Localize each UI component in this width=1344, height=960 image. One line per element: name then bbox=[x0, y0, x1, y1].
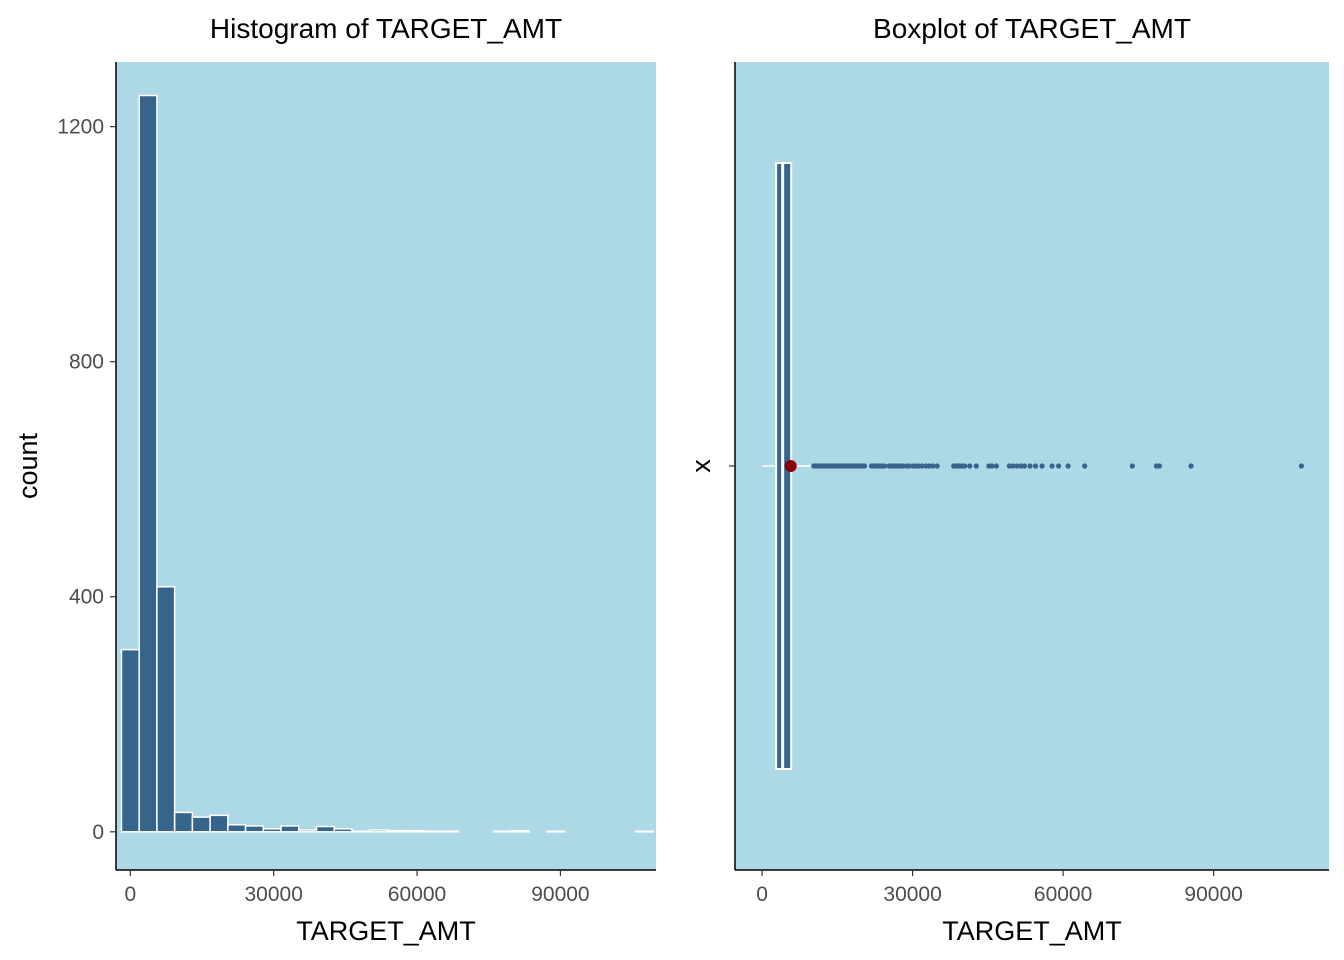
histogram-bar bbox=[120, 648, 140, 833]
boxplot-outlier-point bbox=[1039, 463, 1045, 469]
histogram-panel: Histogram of TARGET_AMT 0 400 800 1200 0 300… bbox=[13, 13, 656, 946]
histogram-x-tick-label: 30000 bbox=[244, 883, 302, 906]
histogram-bar bbox=[173, 811, 194, 833]
boxplot-mean-point bbox=[784, 460, 797, 472]
histogram-y-tick-label: 800 bbox=[69, 351, 104, 374]
boxplot-x-axis-title: TARGET_AMT bbox=[942, 916, 1122, 946]
histogram-y-ticks: 0 400 800 1200 bbox=[57, 116, 116, 844]
histogram-y-tick-label: 0 bbox=[92, 821, 104, 844]
boxplot-outlier-point bbox=[1010, 463, 1016, 469]
histogram-title: Histogram of TARGET_AMT bbox=[210, 13, 562, 44]
histogram-bar bbox=[138, 94, 158, 833]
histogram-bar bbox=[262, 828, 282, 833]
boxplot-outlier-point bbox=[934, 463, 940, 469]
histogram-x-tick-label: 60000 bbox=[388, 883, 446, 906]
histogram-bar bbox=[404, 829, 424, 833]
boxplot-x-tick-label: 0 bbox=[756, 883, 768, 906]
boxplot-outlier-point bbox=[993, 463, 999, 469]
histogram-plot-background bbox=[116, 62, 656, 870]
histogram-bar bbox=[422, 830, 442, 833]
boxplot-outlier-point bbox=[1032, 463, 1039, 469]
histogram-x-tick-label: 90000 bbox=[531, 883, 589, 906]
histogram-bar bbox=[280, 825, 300, 833]
histogram-bar bbox=[209, 814, 229, 833]
histogram-y-tick-label: 1200 bbox=[57, 116, 104, 139]
boxplot-panel: Boxplot of TARGET_AMT x 0 30000 60000 90000… bbox=[686, 13, 1329, 946]
boxplot-outlier-point bbox=[967, 463, 973, 469]
histogram-y-tick-label: 400 bbox=[69, 586, 104, 609]
histogram-bar bbox=[546, 830, 566, 833]
histogram-bar bbox=[156, 586, 176, 833]
boxplot-outlier-point bbox=[1065, 463, 1071, 469]
boxplot-outlier-point bbox=[1021, 463, 1028, 469]
boxplot-outlier-point bbox=[881, 463, 888, 469]
boxplot-outlier-point bbox=[905, 463, 912, 469]
boxplot-outlier-point bbox=[973, 463, 979, 469]
histogram-bar bbox=[315, 825, 335, 833]
histogram-bar bbox=[298, 829, 318, 833]
boxplot-outlier-point bbox=[1049, 463, 1055, 469]
boxplot-outlier-point bbox=[861, 463, 868, 469]
histogram-bar bbox=[244, 825, 265, 833]
boxplot-y-category-label: x bbox=[686, 459, 716, 473]
histogram-bar bbox=[634, 830, 655, 833]
boxplot-outlier-point bbox=[930, 463, 936, 469]
boxplot-outlier-point bbox=[1129, 463, 1135, 469]
histogram-y-axis-title: count bbox=[13, 432, 43, 499]
boxplot-x-tick-label: 60000 bbox=[1034, 883, 1092, 906]
histogram-bar bbox=[351, 830, 371, 833]
boxplot-x-tick-label: 30000 bbox=[883, 883, 941, 906]
boxplot-outlier-point bbox=[989, 463, 995, 469]
histogram-x-ticks: 0 30000 60000 90000 bbox=[124, 870, 590, 906]
boxplot-outlier-point bbox=[1188, 463, 1194, 469]
histogram-bar bbox=[333, 828, 353, 833]
histogram-bar bbox=[227, 824, 247, 833]
boxplot-outliers bbox=[784, 460, 1305, 472]
boxplot-outlier-point bbox=[1082, 463, 1088, 469]
boxplot-outlier-point bbox=[962, 463, 968, 469]
boxplot-outlier-point bbox=[1156, 463, 1163, 469]
boxplot-x-ticks: 0 30000 60000 90000 bbox=[756, 870, 1243, 906]
boxplot-title: Boxplot of TARGET_AMT bbox=[873, 13, 1191, 44]
histogram-bars bbox=[120, 94, 655, 833]
histogram-bar bbox=[439, 830, 460, 833]
boxplot-outlier-point bbox=[1014, 463, 1020, 469]
boxplot-outlier-point bbox=[1055, 463, 1062, 469]
boxplot-outlier-point bbox=[1027, 463, 1033, 469]
boxplot-x-tick-label: 90000 bbox=[1184, 883, 1242, 906]
boxplot-elements bbox=[762, 162, 814, 770]
histogram-bar bbox=[191, 816, 211, 833]
histogram-bar bbox=[368, 829, 389, 833]
histogram-bar bbox=[386, 829, 406, 833]
boxplot-outlier-point bbox=[1298, 463, 1305, 469]
boxplot-outlier-point bbox=[919, 463, 925, 469]
histogram-bar bbox=[510, 829, 530, 833]
histogram-bar bbox=[493, 830, 513, 833]
histogram-x-axis-title: TARGET_AMT bbox=[296, 916, 476, 946]
histogram-x-tick-label: 0 bbox=[124, 883, 136, 906]
